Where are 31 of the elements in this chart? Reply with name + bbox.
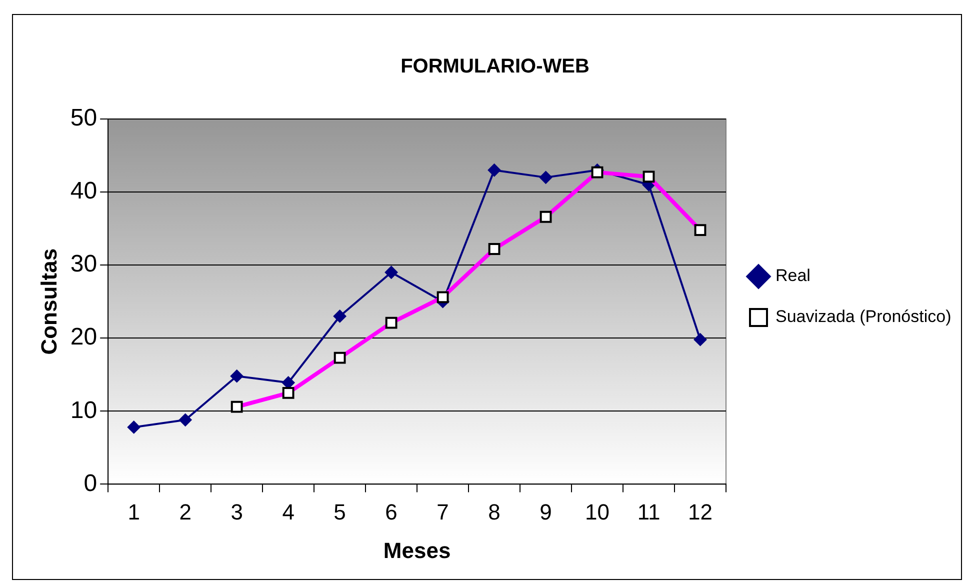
y-tick-label: 30 xyxy=(70,250,98,278)
x-tick-label: 1 xyxy=(128,499,140,524)
x-tick-label: 10 xyxy=(585,499,610,524)
x-tick-label: 3 xyxy=(230,499,243,524)
x-tick-label: 2 xyxy=(179,499,192,524)
y-tick-label: 10 xyxy=(70,396,98,424)
x-tick-label: 4 xyxy=(282,499,294,524)
y-tick-label: 40 xyxy=(70,178,98,205)
point xyxy=(333,310,346,323)
legend-label: Suavizada (Pronóstico) xyxy=(776,307,952,326)
x-tick-label: 5 xyxy=(334,499,346,524)
chart-title: FORMULARIO-WEB xyxy=(400,56,590,78)
y-tick-label: 50 xyxy=(70,104,98,132)
x-tick-label: 9 xyxy=(540,499,552,524)
x-tick-label: 12 xyxy=(688,499,712,524)
y-axis-title: Consultas xyxy=(36,248,62,355)
x-tick-label: 7 xyxy=(436,499,449,524)
point xyxy=(488,164,501,177)
x-axis-title: Meses xyxy=(383,538,451,563)
y-tick-label: 20 xyxy=(70,324,98,351)
legend-label: Real xyxy=(776,266,810,286)
x-tick-label: 6 xyxy=(385,499,398,524)
point xyxy=(230,370,244,383)
point xyxy=(539,170,552,184)
point xyxy=(178,413,192,426)
x-tick-label: 8 xyxy=(488,499,500,524)
point xyxy=(384,266,398,279)
point xyxy=(694,333,707,346)
y-tick-label: 0 xyxy=(84,470,98,497)
point xyxy=(127,420,140,434)
x-tick-label: 11 xyxy=(637,499,660,524)
